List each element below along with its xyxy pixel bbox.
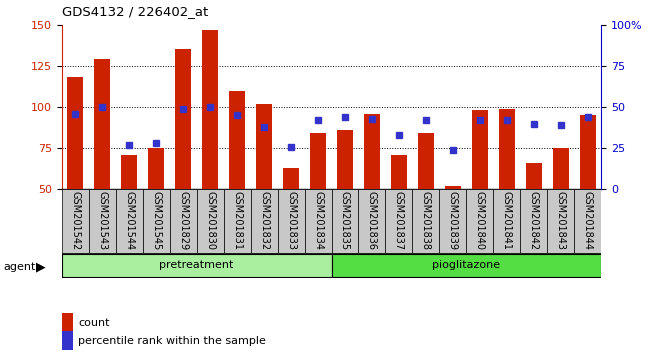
- Bar: [121, 155, 137, 272]
- Bar: [310, 133, 326, 272]
- Bar: [580, 115, 596, 272]
- Bar: [62, 254, 332, 277]
- Bar: [385, 189, 413, 253]
- Bar: [413, 189, 439, 253]
- Bar: [526, 163, 542, 272]
- Bar: [467, 189, 493, 253]
- Bar: [359, 189, 385, 253]
- Text: ▶: ▶: [36, 260, 46, 273]
- Text: agent: agent: [3, 262, 36, 272]
- Bar: [116, 189, 143, 253]
- Text: GSM201832: GSM201832: [259, 191, 269, 250]
- Bar: [283, 168, 299, 272]
- Bar: [67, 78, 83, 272]
- Text: GSM201838: GSM201838: [421, 191, 431, 250]
- Text: GSM201830: GSM201830: [205, 191, 215, 250]
- Bar: [364, 114, 380, 272]
- Bar: [229, 91, 245, 272]
- Bar: [304, 189, 332, 253]
- Bar: [552, 148, 569, 272]
- Text: GDS4132 / 226402_at: GDS4132 / 226402_at: [62, 5, 208, 18]
- Bar: [143, 189, 170, 253]
- Bar: [391, 155, 407, 272]
- Bar: [278, 189, 304, 253]
- Bar: [332, 254, 601, 277]
- Text: pioglitazone: pioglitazone: [432, 261, 500, 270]
- Bar: [224, 189, 251, 253]
- Bar: [251, 189, 278, 253]
- Bar: [439, 189, 467, 253]
- Text: percentile rank within the sample: percentile rank within the sample: [78, 336, 266, 346]
- Bar: [94, 59, 111, 272]
- Bar: [88, 189, 116, 253]
- Text: GSM201835: GSM201835: [340, 191, 350, 250]
- Bar: [202, 30, 218, 272]
- Bar: [337, 130, 353, 272]
- Text: GSM201841: GSM201841: [502, 191, 512, 250]
- Bar: [175, 50, 191, 272]
- Bar: [196, 189, 224, 253]
- Text: GSM201544: GSM201544: [124, 191, 134, 250]
- Bar: [472, 110, 488, 272]
- Bar: [418, 133, 434, 272]
- Bar: [521, 189, 547, 253]
- Bar: [256, 104, 272, 272]
- Bar: [499, 109, 515, 272]
- Text: GSM201834: GSM201834: [313, 191, 323, 250]
- Text: GSM201831: GSM201831: [232, 191, 242, 250]
- Bar: [148, 148, 164, 272]
- Text: GSM201542: GSM201542: [70, 191, 80, 251]
- Text: GSM201839: GSM201839: [448, 191, 458, 250]
- Text: GSM201545: GSM201545: [151, 191, 161, 251]
- Text: GSM201842: GSM201842: [529, 191, 539, 250]
- Text: GSM201836: GSM201836: [367, 191, 377, 250]
- Text: GSM201833: GSM201833: [286, 191, 296, 250]
- Bar: [493, 189, 521, 253]
- Bar: [332, 189, 359, 253]
- Text: GSM201840: GSM201840: [475, 191, 485, 250]
- Bar: [170, 189, 196, 253]
- Text: GSM201543: GSM201543: [98, 191, 107, 250]
- Text: count: count: [78, 318, 109, 328]
- Text: GSM201843: GSM201843: [556, 191, 566, 250]
- Bar: [547, 189, 575, 253]
- Text: GSM201829: GSM201829: [178, 191, 188, 250]
- Bar: [445, 186, 461, 272]
- Bar: [575, 189, 601, 253]
- Text: GSM201837: GSM201837: [394, 191, 404, 250]
- Text: GSM201844: GSM201844: [583, 191, 593, 250]
- Bar: [62, 189, 88, 253]
- Text: pretreatment: pretreatment: [159, 261, 234, 270]
